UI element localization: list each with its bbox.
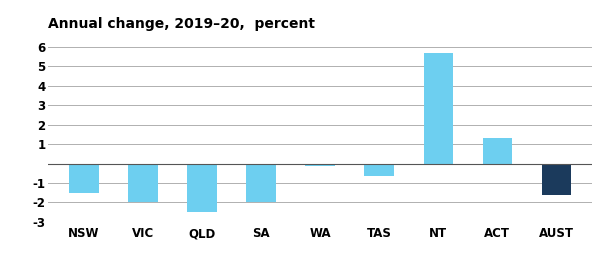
Bar: [69, 164, 98, 193]
Text: Annual change, 2019–20,  percent: Annual change, 2019–20, percent: [48, 17, 315, 31]
Bar: [423, 53, 453, 164]
Bar: [187, 164, 217, 212]
Bar: [364, 164, 394, 176]
Bar: [306, 164, 335, 167]
Bar: [246, 164, 276, 203]
Bar: [542, 164, 571, 195]
Bar: [483, 138, 512, 164]
Bar: [128, 164, 158, 203]
